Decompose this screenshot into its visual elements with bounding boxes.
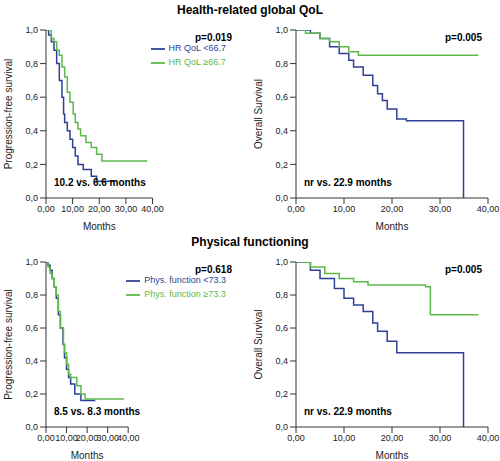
svg-text:20,00: 20,00 [381,204,404,214]
html-text:p=0.618: p=0.618 [195,264,232,275]
svg-text:0,0: 0,0 [275,193,288,203]
svg-text:0,4: 0,4 [25,356,38,366]
svg-text:1,0: 1,0 [275,257,288,267]
html-text:10.2 vs. 6.6 months: 10.2 vs. 6.6 months [54,177,146,188]
svg-text:0,2: 0,2 [275,389,288,399]
svg-text:0,6: 0,6 [25,323,38,333]
svg-text:40,00: 40,00 [117,433,140,443]
svg-text:0,8: 0,8 [275,290,288,300]
svg-text:40,00: 40,00 [477,204,492,214]
html-text:p=0.019: p=0.019 [195,32,232,43]
svg-text:40,00: 40,00 [477,433,492,443]
html-text:p=0.005: p=0.005 [445,264,482,275]
svg-text:0,2: 0,2 [25,389,38,399]
html-text:Phys. function <73.3: Phys. function <73.3 [144,275,226,286]
svg-text:0,4: 0,4 [275,356,288,366]
svg-text:30,00: 30,00 [429,204,452,214]
svg-text:0,6: 0,6 [275,92,288,102]
html-text:Physical functioning: Physical functioning [191,235,309,249]
svg-text:Months: Months [376,450,409,461]
svg-text:1,0: 1,0 [275,25,288,35]
svg-text:30,00: 30,00 [115,204,138,214]
html-text:8.5 vs. 8.3 months: 8.5 vs. 8.3 months [54,406,141,417]
svg-text:Months: Months [376,221,409,232]
svg-text:10,00: 10,00 [55,433,78,443]
svg-text:0,4: 0,4 [275,126,288,136]
svg-text:0,8: 0,8 [25,59,38,69]
svg-text:0,00: 0,00 [37,433,55,443]
svg-text:0,0: 0,0 [25,422,38,432]
svg-text:0,00: 0,00 [37,204,55,214]
html-text:HR QoL <66.7: HR QoL <66.7 [168,43,226,54]
html-text:nr vs. 22.9 months: nr vs. 22.9 months [304,406,392,417]
svg-text:0,6: 0,6 [25,92,38,102]
svg-text:30,00: 30,00 [96,433,119,443]
svg-text:0,8: 0,8 [275,59,288,69]
svg-text:0,0: 0,0 [25,193,38,203]
svg-text:0,00: 0,00 [287,433,305,443]
svg-text:1,0: 1,0 [25,25,38,35]
html-text:Phys. function ≥73.3: Phys. function ≥73.3 [144,289,226,300]
svg-text:0,8: 0,8 [25,290,38,300]
svg-text:10,00: 10,00 [61,204,84,214]
svg-text:0,4: 0,4 [25,126,38,136]
html-text:HR QoL ≥66.7: HR QoL ≥66.7 [168,57,226,68]
svg-text:Months: Months [83,221,116,232]
svg-text:0,0: 0,0 [275,422,288,432]
html-text:p=0.005: p=0.005 [445,32,482,43]
svg-text:40,00: 40,00 [141,204,164,214]
svg-text:20,00: 20,00 [76,433,99,443]
svg-text:Overall Survival: Overall Survival [253,79,264,149]
svg-text:30,00: 30,00 [429,433,452,443]
svg-text:Overall Survival: Overall Survival [253,309,264,379]
svg-text:Progression-free survival: Progression-free survival [8,59,14,170]
svg-text:10,00: 10,00 [333,204,356,214]
svg-text:20,00: 20,00 [88,204,111,214]
svg-text:1,0: 1,0 [25,257,38,267]
html-text:Health-related global QoL: Health-related global QoL [177,3,323,17]
svg-text:10,00: 10,00 [333,433,356,443]
svg-text:20,00: 20,00 [381,433,404,443]
svg-text:Months: Months [71,450,104,461]
svg-text:0,00: 0,00 [287,204,305,214]
svg-text:0,2: 0,2 [275,160,288,170]
html-text:nr vs. 22.9 months: nr vs. 22.9 months [304,177,392,188]
svg-text:Progression-free survival: Progression-free survival [8,289,14,400]
svg-text:0,6: 0,6 [275,323,288,333]
svg-text:0,2: 0,2 [25,160,38,170]
